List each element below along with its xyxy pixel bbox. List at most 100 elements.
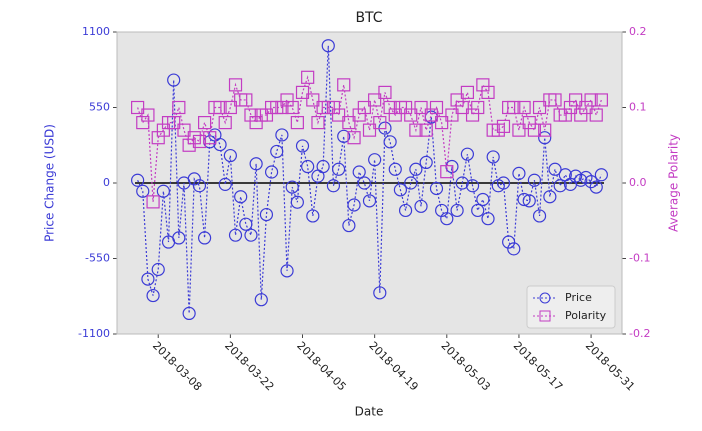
marker [337, 129, 351, 143]
y2-tick-label: 0.0 [629, 176, 647, 189]
marker [496, 119, 511, 133]
marker [455, 176, 469, 190]
marker [373, 115, 387, 130]
marker [151, 131, 165, 145]
marker [316, 159, 330, 174]
marker [270, 144, 284, 159]
marker [187, 131, 201, 145]
marker [167, 115, 181, 130]
legend: Price Polarity [526, 285, 616, 329]
marker [486, 150, 500, 164]
y-tick-label: 1100 [82, 25, 110, 38]
marker [192, 179, 207, 193]
marker [249, 157, 263, 171]
marker [507, 242, 521, 256]
marker [357, 100, 371, 115]
marker [450, 93, 464, 107]
marker [455, 100, 469, 115]
marker [398, 203, 413, 218]
marker [522, 115, 536, 130]
marker [476, 78, 490, 92]
marker [228, 78, 243, 92]
marker [404, 176, 418, 190]
marker [311, 115, 325, 130]
marker [445, 108, 459, 122]
x-axis-label: Date [355, 405, 384, 419]
marker [362, 123, 377, 137]
marker [548, 93, 562, 107]
marker [131, 100, 145, 115]
marker [419, 123, 433, 137]
marker [182, 306, 196, 321]
marker [378, 85, 392, 100]
marker [569, 93, 583, 107]
marker [543, 190, 557, 204]
marker [239, 93, 253, 107]
marker [295, 85, 310, 100]
marker [429, 100, 444, 115]
marker [465, 179, 480, 193]
plot-frame [116, 31, 623, 335]
marker [440, 212, 454, 226]
marker [393, 183, 408, 197]
marker [151, 262, 165, 277]
marker [321, 39, 335, 53]
marker [146, 288, 160, 303]
marker [507, 100, 521, 115]
legend-label: Polarity [565, 309, 607, 322]
marker [259, 108, 274, 122]
marker [146, 195, 160, 209]
marker [450, 203, 464, 218]
y-tick-label: 0 [103, 176, 110, 189]
marker [471, 203, 485, 218]
marker [538, 123, 552, 137]
marker [383, 100, 397, 115]
marker [347, 131, 361, 145]
marker [563, 100, 578, 115]
x-tick-label: 2018-05-03 [439, 339, 493, 393]
marker [527, 123, 541, 137]
marker [517, 192, 531, 207]
marker [522, 194, 536, 208]
y2-tick-label: 0.2 [629, 25, 647, 38]
marker [172, 231, 186, 245]
marker [275, 100, 289, 115]
marker [558, 108, 572, 122]
marker [440, 165, 454, 179]
marker [213, 100, 227, 115]
marker [424, 108, 438, 122]
legend-label: Price [565, 291, 592, 304]
marker [594, 93, 608, 107]
x-tick-label: 2018-04-05 [294, 339, 348, 393]
marker [414, 100, 428, 115]
x-tick-label: 2018-03-08 [150, 339, 204, 393]
marker [512, 123, 526, 137]
marker [280, 93, 294, 107]
y2-tick-label: -0.1 [629, 252, 650, 265]
legend-marker [539, 310, 551, 322]
marker [409, 162, 423, 176]
marker [589, 108, 603, 122]
marker [579, 100, 593, 115]
marker [404, 108, 418, 122]
marker [198, 231, 212, 245]
marker [388, 162, 402, 176]
y2-tick-label: -0.2 [629, 327, 650, 340]
legend-marker [539, 292, 551, 304]
x-tick-label: 2018-05-17 [511, 339, 565, 393]
marker [203, 131, 217, 145]
y2-tick-label: 0.1 [629, 101, 647, 114]
y2-axis-label: Average Polarity [667, 134, 681, 232]
marker [429, 181, 444, 196]
marker [228, 228, 243, 242]
marker [481, 212, 495, 226]
marker [409, 123, 423, 137]
marker [527, 173, 541, 187]
marker [331, 162, 346, 176]
marker [218, 115, 232, 130]
marker [249, 115, 263, 130]
marker [239, 217, 253, 231]
marker [306, 93, 320, 107]
marker [192, 134, 207, 149]
